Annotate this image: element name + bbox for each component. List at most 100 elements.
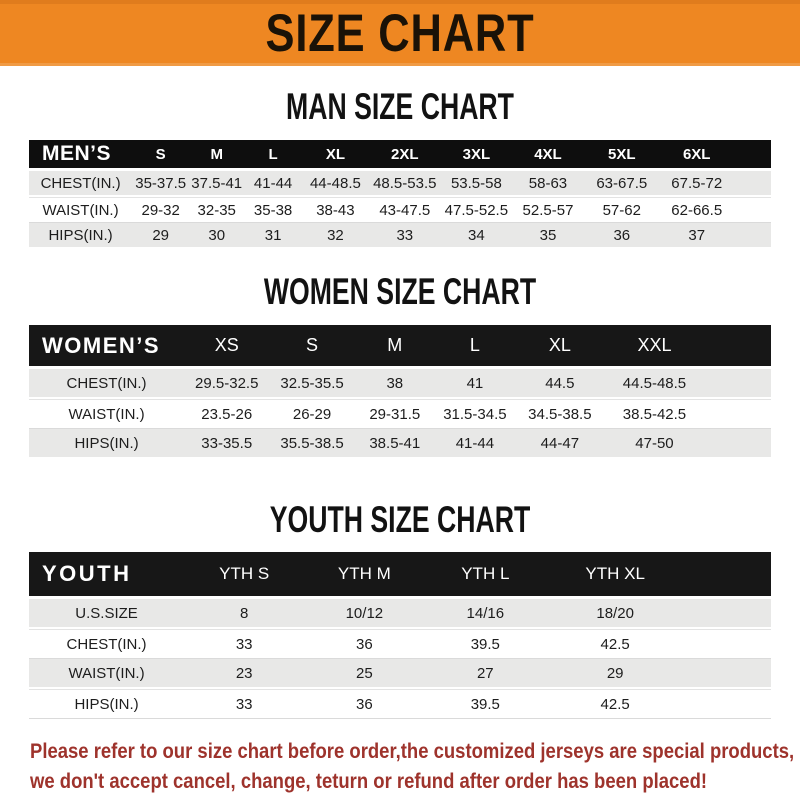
- measurement-cell: 32-35: [189, 197, 245, 223]
- measurement-cell: 35.5-38.5: [269, 429, 355, 459]
- spacer-cell: [704, 369, 771, 399]
- measurement-cell: 58-63: [511, 171, 584, 197]
- spacer-cell: [684, 629, 771, 659]
- measurement-cell: 34: [440, 223, 512, 249]
- measurement-cell: 52.5-57: [511, 197, 584, 223]
- row-label: CHEST(IN.): [29, 629, 185, 659]
- measurement-cell: 31.5-34.5: [434, 399, 515, 429]
- measurement-cell: 30: [189, 223, 245, 249]
- disclaimer: Please refer to our size chart before or…: [30, 737, 800, 797]
- size-column-header: YTH L: [424, 552, 547, 599]
- measurement-row: WAIST(IN.) 29-32 32-35 35-38 38-43 43-47.5 47.…: [29, 197, 771, 223]
- size-column-header: M: [354, 325, 435, 369]
- measurement-cell: 62-66.5: [659, 197, 734, 223]
- measurement-cell: 42.5: [546, 689, 685, 719]
- measurement-cell: 29-31.5: [354, 399, 435, 429]
- spacer-cell: [684, 659, 771, 689]
- measurement-cell: 10/12: [304, 599, 425, 629]
- spacer-cell: [733, 140, 771, 171]
- row-label: WAIST(IN.): [29, 399, 185, 429]
- youth-section-heading: YOUTH SIZE CHART: [269, 499, 531, 540]
- measurement-cell: 41-44: [434, 429, 515, 459]
- size-column-header: YTH M: [304, 552, 425, 599]
- size-column-header: L: [434, 325, 515, 369]
- section-women: WOMEN SIZE CHART WOMEN’S XS S M L XL XXL CHEST…: [0, 273, 800, 459]
- measurement-cell: 67.5-72: [659, 171, 734, 197]
- measurement-row: U.S.SIZE 8 10/12 14/16 18/20: [29, 599, 771, 629]
- measurement-cell: 41: [434, 369, 515, 399]
- measurement-cell: 18/20: [546, 599, 685, 629]
- spacer-cell: [684, 599, 771, 629]
- measurement-cell: 35: [511, 223, 584, 249]
- size-column-header: XS: [184, 325, 270, 369]
- measurement-cell: 29: [132, 223, 190, 249]
- measurement-row: CHEST(IN.) 29.5-32.5 32.5-35.5 38 41 44.5 44.5…: [29, 369, 771, 399]
- measurement-cell: 43-47.5: [368, 197, 441, 223]
- spacer-cell: [704, 429, 771, 459]
- row-label: WAIST(IN.): [29, 197, 133, 223]
- measurement-row: WAIST(IN.) 23.5-26 26-29 29-31.5 31.5-34.5 34…: [29, 399, 771, 429]
- measurement-cell: 39.5: [424, 629, 547, 659]
- men-section-heading: MAN SIZE CHART: [286, 86, 514, 127]
- women-size-table: WOMEN’S XS S M L XL XXL CHEST(IN.) 29.5-32.5 32.…: [29, 325, 771, 459]
- row-label: WAIST(IN.): [29, 659, 185, 689]
- row-label: U.S.SIZE: [29, 599, 185, 629]
- measurement-row: CHEST(IN.) 33 36 39.5 42.5: [29, 629, 771, 659]
- size-column-header: M: [189, 140, 245, 171]
- measurement-cell: 31: [244, 223, 303, 249]
- table-title: YOUTH: [29, 552, 185, 599]
- measurement-cell: 14/16: [424, 599, 547, 629]
- section-men: MAN SIZE CHART MEN’S S M L XL 2XL 3XL 4XL 5XL 6XL…: [0, 88, 800, 249]
- measurement-cell: 26-29: [269, 399, 355, 429]
- youth-size-table: YOUTH YTH S YTH M YTH L YTH XL U.S.SIZE 8 10/1…: [29, 552, 771, 719]
- measurement-cell: 34.5-38.5: [514, 399, 605, 429]
- page-title: SIZE CHART: [265, 4, 535, 63]
- size-column-header: 3XL: [440, 140, 512, 171]
- measurement-cell: 39.5: [424, 689, 547, 719]
- size-column-header: XL: [514, 325, 605, 369]
- size-column-header: L: [244, 140, 303, 171]
- row-label: HIPS(IN.): [29, 223, 133, 249]
- measurement-cell: 38.5-41: [354, 429, 435, 459]
- measurement-cell: 38-43: [302, 197, 369, 223]
- measurement-cell: 33: [184, 689, 305, 719]
- size-header-row: MEN’S S M L XL 2XL 3XL 4XL 5XL 6XL: [29, 140, 771, 171]
- size-header-row: WOMEN’S XS S M L XL XXL: [29, 325, 771, 369]
- measurement-cell: 29-32: [132, 197, 190, 223]
- measurement-row: WAIST(IN.) 23 25 27 29: [29, 659, 771, 689]
- spacer-cell: [704, 325, 771, 369]
- size-column-header: 6XL: [659, 140, 734, 171]
- size-column-header: 5XL: [583, 140, 660, 171]
- measurement-cell: 42.5: [546, 629, 685, 659]
- spacer-cell: [733, 171, 771, 197]
- measurement-cell: 8: [184, 599, 305, 629]
- men-size-table: MEN’S S M L XL 2XL 3XL 4XL 5XL 6XL CHEST(IN.) 35-3…: [29, 140, 771, 249]
- size-column-header: 4XL: [511, 140, 584, 171]
- measurement-row: HIPS(IN.) 33 36 39.5 42.5: [29, 689, 771, 719]
- spacer-cell: [704, 399, 771, 429]
- measurement-cell: 27: [424, 659, 547, 689]
- section-youth: YOUTH SIZE CHART YOUTH YTH S YTH M YTH L YTH…: [0, 501, 800, 719]
- measurement-cell: 25: [304, 659, 425, 689]
- table-title: MEN’S: [29, 140, 133, 171]
- disclaimer-line-2: we don't accept cancel, change, teturn o…: [30, 770, 708, 793]
- size-column-header: YTH S: [184, 552, 305, 599]
- measurement-cell: 33: [368, 223, 441, 249]
- measurement-cell: 35-38: [244, 197, 303, 223]
- size-header-row: YOUTH YTH S YTH M YTH L YTH XL: [29, 552, 771, 599]
- measurement-cell: 41-44: [244, 171, 303, 197]
- row-label: HIPS(IN.): [29, 689, 185, 719]
- size-column-header: 2XL: [368, 140, 441, 171]
- row-label: CHEST(IN.): [29, 171, 133, 197]
- measurement-cell: 48.5-53.5: [368, 171, 441, 197]
- measurement-cell: 35-37.5: [132, 171, 190, 197]
- table-title: WOMEN’S: [29, 325, 185, 369]
- measurement-cell: 38: [354, 369, 435, 399]
- measurement-cell: 38.5-42.5: [604, 399, 705, 429]
- size-column-header: XXL: [604, 325, 705, 369]
- measurement-cell: 47-50: [604, 429, 705, 459]
- size-column-header: YTH XL: [546, 552, 685, 599]
- measurement-cell: 36: [304, 629, 425, 659]
- measurement-cell: 63-67.5: [583, 171, 660, 197]
